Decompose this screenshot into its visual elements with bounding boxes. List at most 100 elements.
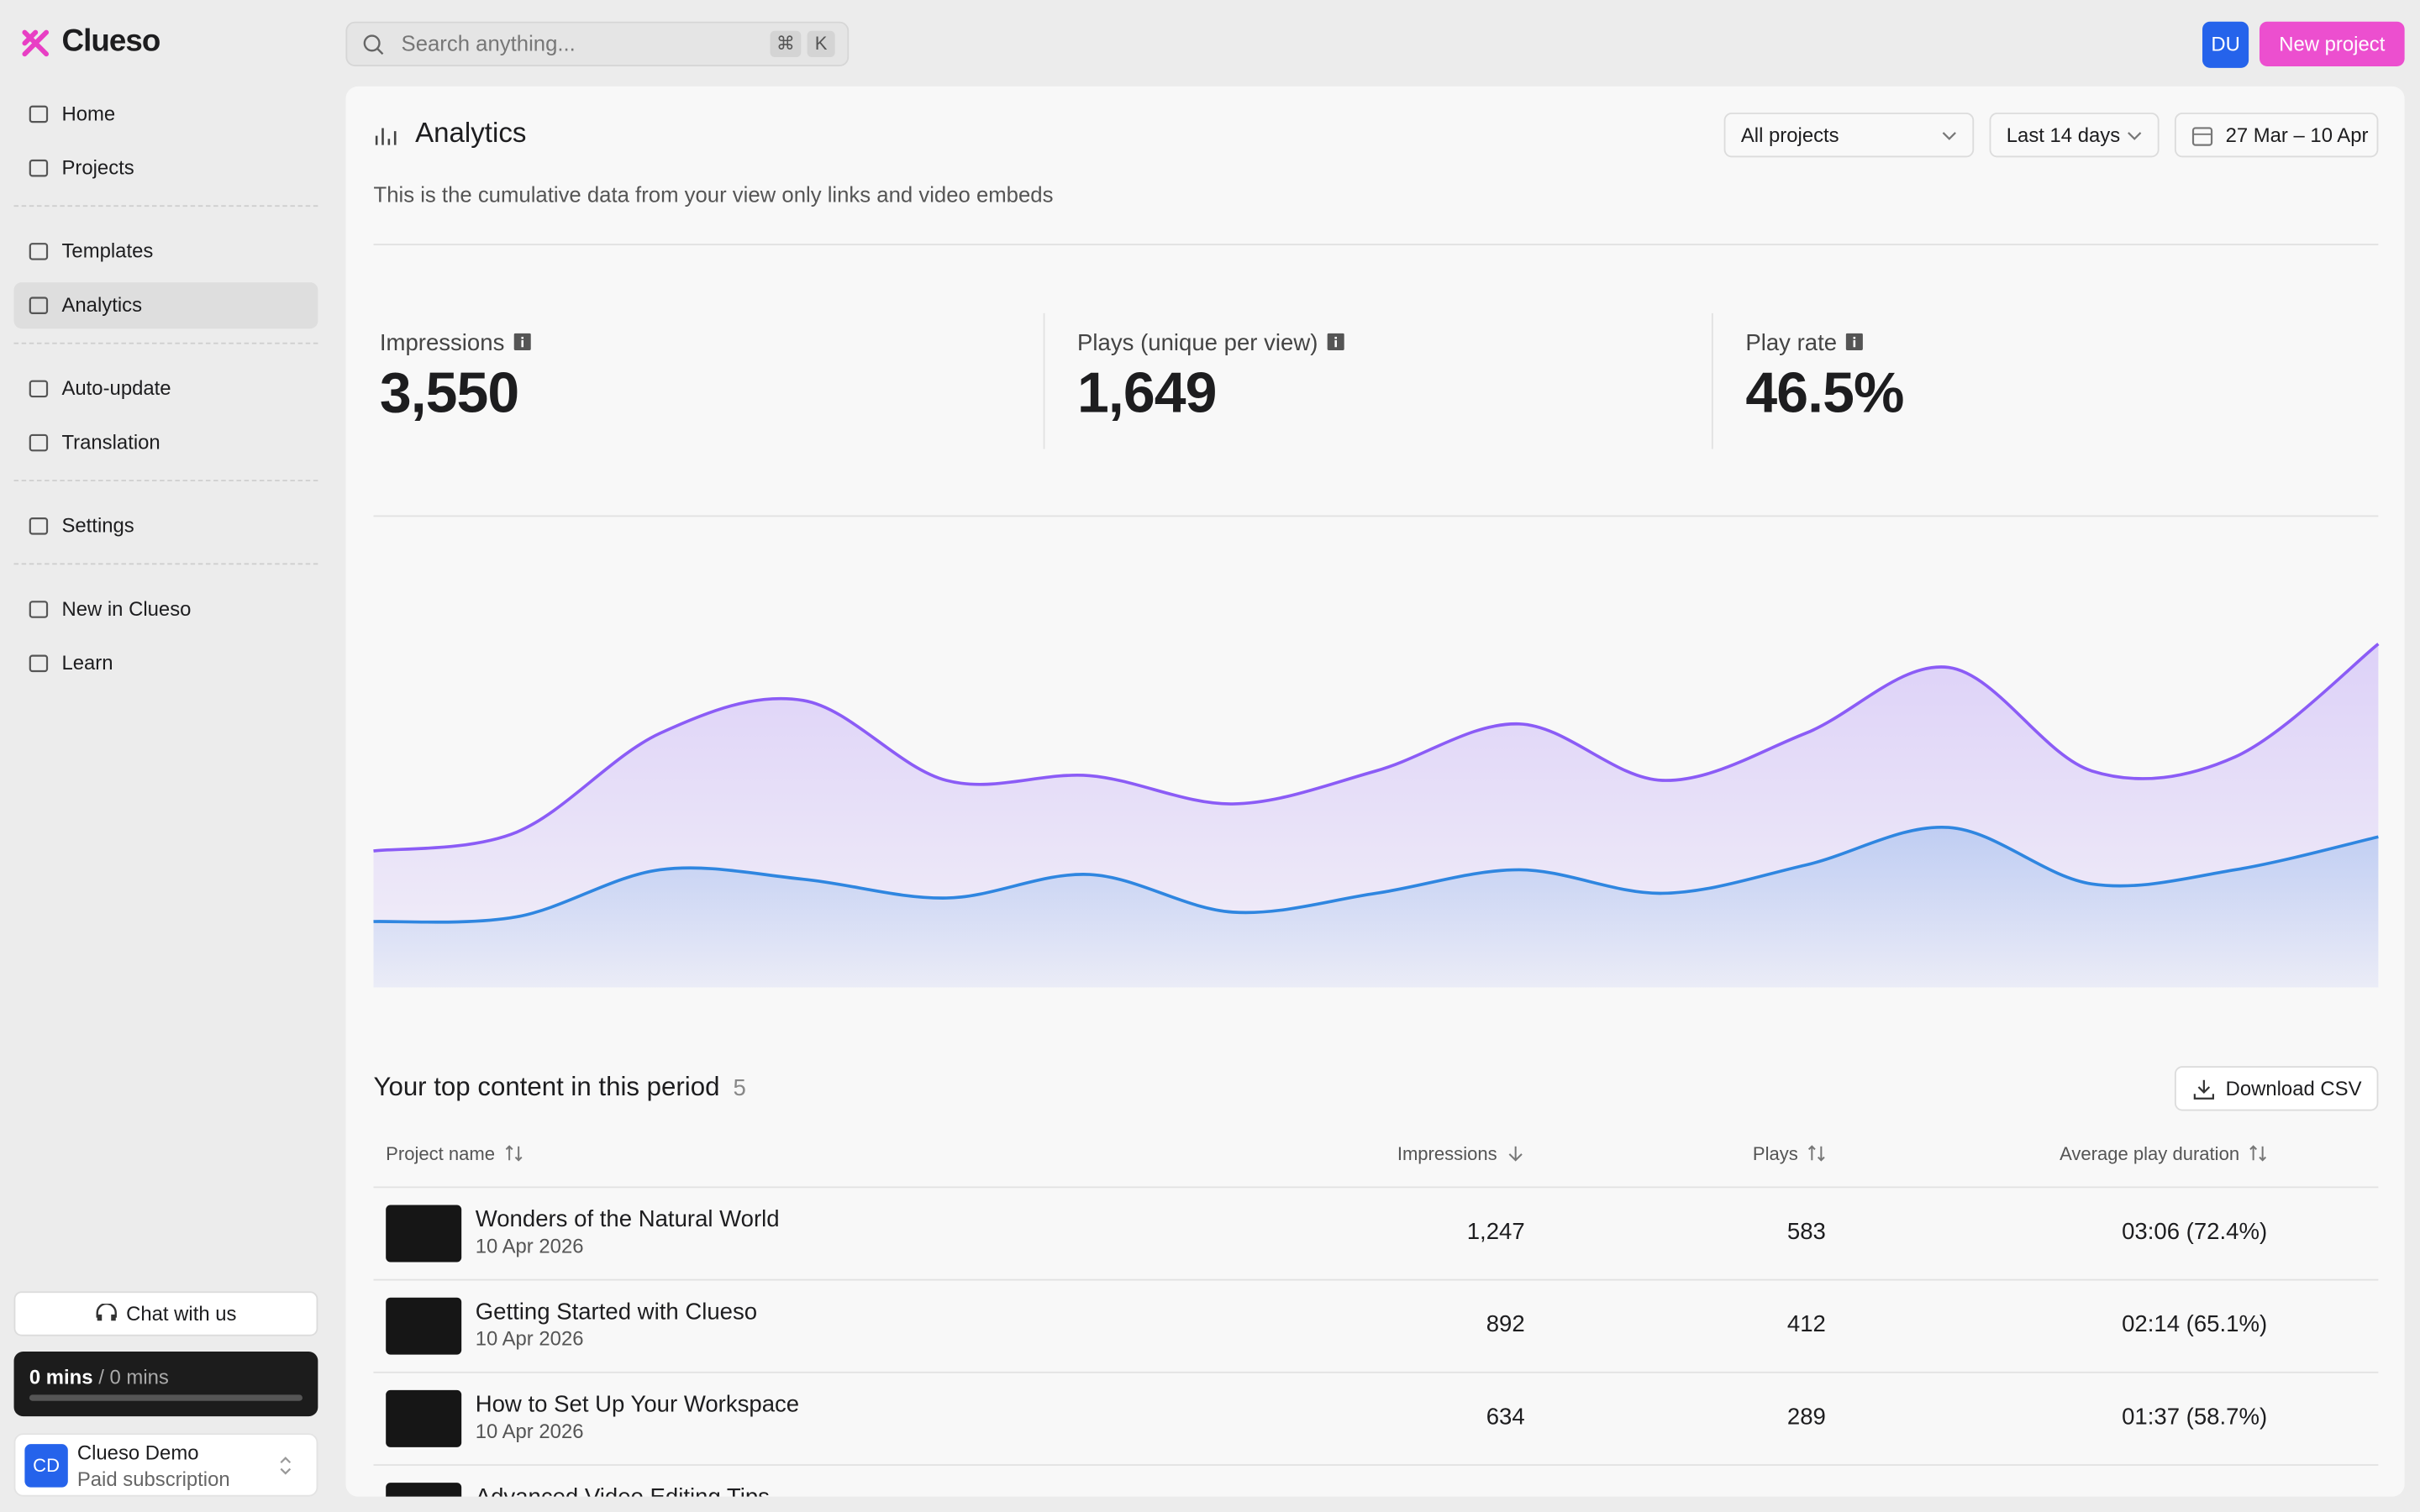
info-icon xyxy=(513,333,531,350)
column-header[interactable]: Project name xyxy=(386,1143,523,1165)
column-header[interactable]: Impressions xyxy=(1397,1143,1525,1165)
project-name: Advanced Video Editing Tips xyxy=(476,1484,770,1497)
nav-label: Translation xyxy=(61,430,160,454)
account-plan: Paid subscription xyxy=(76,1467,230,1491)
table-count: 5 xyxy=(733,1075,746,1102)
download-csv-button[interactable]: Download CSV xyxy=(2174,1066,2379,1111)
area-fill xyxy=(373,827,2379,988)
shortcut-key: K xyxy=(807,30,835,57)
nav-separator xyxy=(13,205,318,207)
area-line xyxy=(373,643,2380,853)
search-icon xyxy=(363,34,384,55)
table-row[interactable]: Advanced Video Editing Tips xyxy=(373,1464,2378,1497)
nav-separator xyxy=(13,480,318,482)
nav-label: Templates xyxy=(61,239,154,263)
column-label: Project name xyxy=(386,1143,496,1165)
nav-label: Auto-update xyxy=(61,376,171,400)
range-filter[interactable]: Last 14 days xyxy=(1989,113,2160,158)
filter-label: Last 14 days xyxy=(2006,123,2121,147)
shortcut-key: ⌘ xyxy=(770,30,802,57)
stat-label: Plays (unique per view) xyxy=(1077,330,1344,356)
nav-icon xyxy=(29,105,49,123)
account[interactable]: CD Clueso Demo Paid subscription xyxy=(13,1433,318,1497)
sort-icon xyxy=(1508,1146,1523,1162)
nav-item[interactable]: New in Clueso xyxy=(14,586,318,633)
nav-item[interactable]: Auto-update xyxy=(14,365,318,412)
nav-item[interactable]: Analytics xyxy=(13,282,318,329)
nav-item[interactable]: Learn xyxy=(14,640,318,686)
search[interactable]: Search anything... ⌘ K xyxy=(345,21,850,66)
cell-value: 412 xyxy=(1786,1311,1826,1338)
cell-value: 289 xyxy=(1786,1404,1826,1431)
column-header[interactable]: Average play duration xyxy=(2060,1143,2267,1165)
stat-separator xyxy=(1043,312,1045,449)
button-label: Download CSV xyxy=(2225,1077,2362,1100)
analytics-icon xyxy=(375,128,397,145)
stat-separator xyxy=(1711,312,1713,449)
nav-item[interactable]: Home xyxy=(14,91,318,137)
nav-item[interactable]: Projects xyxy=(14,145,318,192)
filter-label: All projects xyxy=(1740,123,1839,147)
thumbnail xyxy=(386,1483,462,1497)
nav-item[interactable]: Templates xyxy=(14,228,318,275)
logo-icon xyxy=(22,29,50,57)
date-range[interactable]: 27 Mar – 10 Apr xyxy=(2174,113,2379,158)
stat-label-text: Impressions xyxy=(379,330,505,357)
nav-label: Analytics xyxy=(61,292,143,317)
usage-box: 0 mins / 0 mins xyxy=(13,1351,318,1417)
info-icon xyxy=(1327,333,1344,350)
table-row[interactable]: Getting Started with Clueso 10 Apr 2026 89… xyxy=(373,1279,2379,1373)
account-name: Clueso Demo xyxy=(76,1441,199,1465)
area-line xyxy=(373,825,2379,924)
stat-label-text: Plays (unique per view) xyxy=(1077,330,1318,357)
divider xyxy=(373,244,2379,246)
thumbnail xyxy=(386,1205,462,1263)
project-name: Wonders of the Natural World xyxy=(475,1206,780,1233)
usage-used: 0 mins xyxy=(29,1365,93,1389)
account-avatar: CD xyxy=(24,1444,68,1488)
nav-label: Home xyxy=(61,102,116,125)
search-placeholder: Search anything... xyxy=(401,30,576,56)
nav-label: Projects xyxy=(61,155,134,180)
column-label: Impressions xyxy=(1397,1143,1497,1165)
sort-icon xyxy=(2249,1145,2267,1162)
nav-item[interactable]: Translation xyxy=(14,420,318,466)
nav-icon xyxy=(29,380,49,398)
nav-label: Settings xyxy=(61,513,134,538)
nav-item[interactable]: Settings xyxy=(14,503,318,549)
project-name: How to Set Up Your Workspace xyxy=(475,1391,800,1418)
area-chart xyxy=(373,643,2380,988)
cell-value: 892 xyxy=(1486,1311,1525,1338)
cell-value: 03:06 (72.4%) xyxy=(2122,1219,2268,1246)
nav-icon xyxy=(29,654,49,673)
project-date: 10 Apr 2026 xyxy=(475,1234,584,1257)
cell-value: 583 xyxy=(1786,1219,1826,1246)
download-icon xyxy=(2193,1079,2214,1100)
brand: Clueso xyxy=(61,24,160,59)
nav-icon xyxy=(29,297,49,314)
headset-icon xyxy=(96,1302,117,1321)
stat-label: Play rate xyxy=(1745,330,1864,357)
cell-value: 01:37 (58.7%) xyxy=(2122,1404,2268,1431)
new-project-button[interactable]: New project xyxy=(2259,21,2405,66)
column-label: Plays xyxy=(1752,1143,1798,1165)
nav-icon xyxy=(29,159,49,177)
project-date: 10 Apr 2026 xyxy=(475,1326,584,1351)
chat-button[interactable]: Chat with us xyxy=(13,1291,318,1336)
project-filter[interactable]: All projects xyxy=(1723,113,1975,158)
info-icon xyxy=(1846,333,1864,350)
nav-icon xyxy=(29,433,49,452)
project-name: Getting Started with Clueso xyxy=(475,1299,758,1326)
usage-separator: / xyxy=(98,1365,104,1389)
table-row[interactable]: How to Set Up Your Workspace 10 Apr 2026 6… xyxy=(373,1372,2379,1466)
stat-label-text: Play rate xyxy=(1745,330,1838,357)
column-header[interactable]: Plays xyxy=(1753,1143,1826,1165)
user-avatar[interactable]: DU xyxy=(2202,21,2249,68)
nav-icon xyxy=(29,517,49,535)
cell-value: 02:14 (65.1%) xyxy=(2122,1311,2268,1338)
thumbnail xyxy=(386,1389,462,1447)
table-row[interactable]: Wonders of the Natural World 10 Apr 2026 1… xyxy=(373,1186,2379,1281)
table-title: Your top content in this period 5 xyxy=(373,1073,745,1104)
date-label: 27 Mar – 10 Apr xyxy=(2225,123,2369,147)
